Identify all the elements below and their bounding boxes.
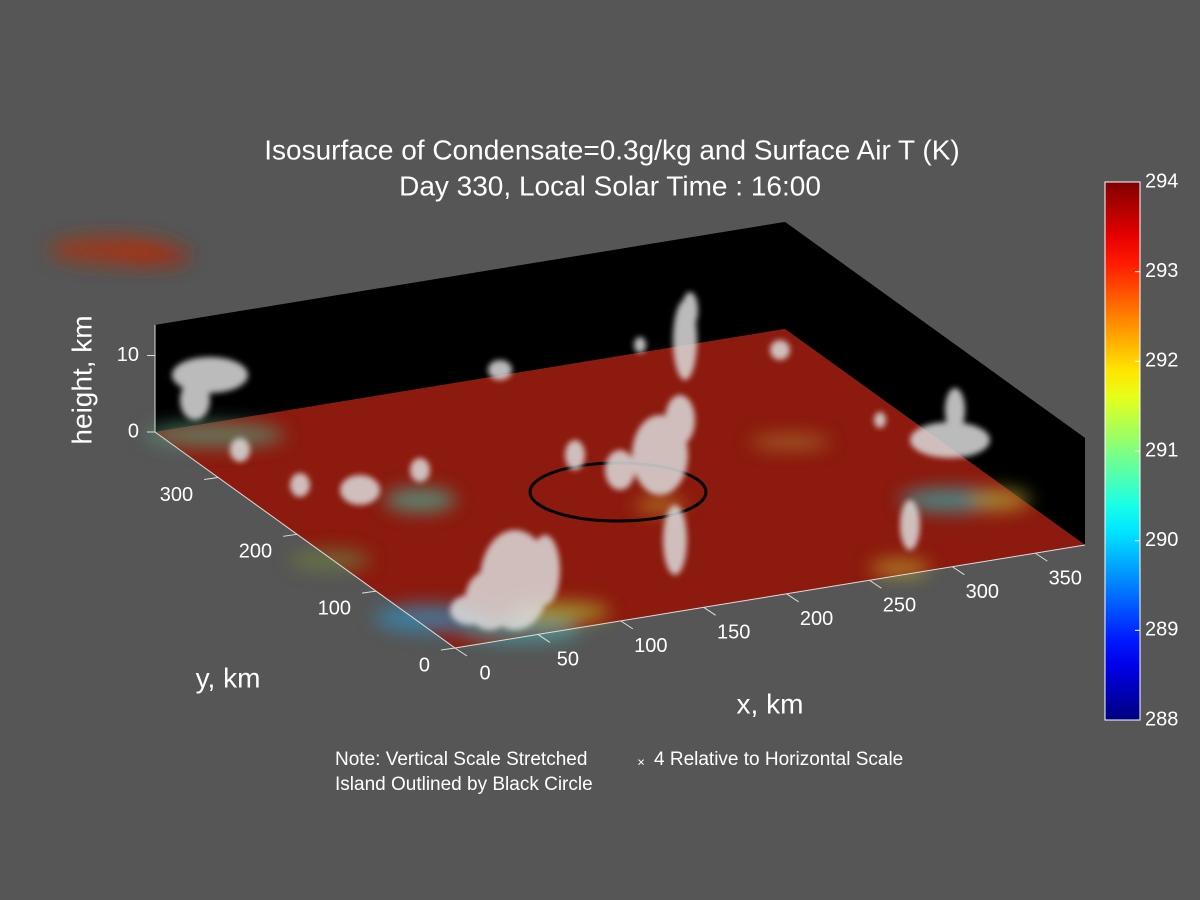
- x-tick-label: 350: [1049, 567, 1082, 589]
- cloud: [530, 535, 560, 605]
- x-tick-label: 150: [717, 622, 750, 644]
- side-wall: [785, 221, 1085, 545]
- cloud: [945, 388, 965, 432]
- colorbar-tick-label: 289: [1145, 619, 1178, 641]
- colorbar-tick-label: 288: [1145, 708, 1178, 730]
- cloud: [410, 458, 430, 482]
- cloud: [770, 340, 790, 360]
- y-tick: [283, 533, 298, 537]
- cloud-isosurfaces: [172, 292, 990, 630]
- floor-patch: [384, 488, 456, 512]
- y-axis-edge: [154, 431, 456, 649]
- cloud: [488, 360, 512, 380]
- cloud: [900, 500, 920, 550]
- y-tick-label: 100: [318, 597, 351, 619]
- colorbar-tick-label: 294: [1145, 170, 1178, 192]
- y-tick: [361, 590, 377, 594]
- note: ×: [637, 754, 645, 769]
- x-tick: [786, 593, 799, 603]
- colorbar-tick-label: 293: [1145, 260, 1178, 282]
- x-tick: [454, 647, 468, 657]
- cloud: [910, 422, 990, 458]
- note: Note: Vertical Scale Stretched: [335, 749, 587, 770]
- back-wall: [155, 221, 785, 432]
- floor-patch: [870, 560, 930, 576]
- floor-patch: [970, 490, 1030, 510]
- x-axis-edge: [454, 544, 1086, 649]
- cloud: [340, 475, 380, 505]
- z-tick-label: 10: [117, 344, 139, 366]
- y-tick-label: 300: [160, 484, 193, 506]
- cloud: [450, 595, 490, 625]
- x-tick: [537, 634, 551, 643]
- y-tick: [204, 476, 219, 480]
- x-tick: [1034, 552, 1048, 562]
- chart-title: Isosurface of Condensate=0.3g/kg and Sur…: [264, 134, 960, 165]
- cloud: [230, 438, 250, 462]
- z-axis-label: height, km: [66, 315, 97, 444]
- floor-patch: [50, 236, 170, 264]
- x-tick-label: 200: [800, 608, 833, 630]
- cloud: [874, 412, 886, 428]
- note: Island Outlined by Black Circle: [335, 774, 593, 795]
- colorbar-tick-label: 290: [1145, 529, 1178, 551]
- floor-patch: [900, 488, 1000, 512]
- x-tick-label: 300: [966, 581, 999, 603]
- cloud: [290, 473, 310, 497]
- colorbar: [1104, 181, 1141, 721]
- cloud: [634, 337, 646, 353]
- x-tick-label: 100: [634, 635, 667, 657]
- x-tick: [869, 579, 882, 589]
- x-tick-label: 250: [883, 595, 916, 617]
- y-tick-label: 0: [419, 654, 430, 676]
- floor-patch: [750, 435, 830, 449]
- plot-3d: [50, 221, 1086, 649]
- chart-subtitle: Day 330, Local Solar Time : 16:00: [399, 170, 821, 201]
- z-tick-label: 0: [128, 420, 139, 442]
- x-tick: [703, 606, 716, 616]
- x-tick: [620, 620, 634, 630]
- cloud: [565, 440, 585, 470]
- colorbar-tick-label: 292: [1145, 350, 1178, 372]
- cloud: [663, 505, 687, 575]
- x-tick-label: 0: [479, 662, 490, 684]
- y-tick-label: 200: [239, 541, 272, 563]
- cloud: [682, 292, 698, 328]
- colorbar-tick-label: 291: [1145, 439, 1178, 461]
- cloud: [180, 380, 210, 420]
- x-tick-label: 50: [557, 649, 579, 671]
- x-tick: [952, 566, 965, 576]
- y-tick: [440, 647, 456, 651]
- cloud: [605, 450, 635, 490]
- floor-patch: [145, 423, 285, 447]
- floor-patch: [290, 550, 370, 570]
- x-axis-label: x, km: [737, 688, 804, 719]
- cloud: [665, 395, 695, 445]
- note: 4 Relative to Horizontal Scale: [654, 749, 903, 770]
- y-axis-label: y, km: [196, 662, 261, 693]
